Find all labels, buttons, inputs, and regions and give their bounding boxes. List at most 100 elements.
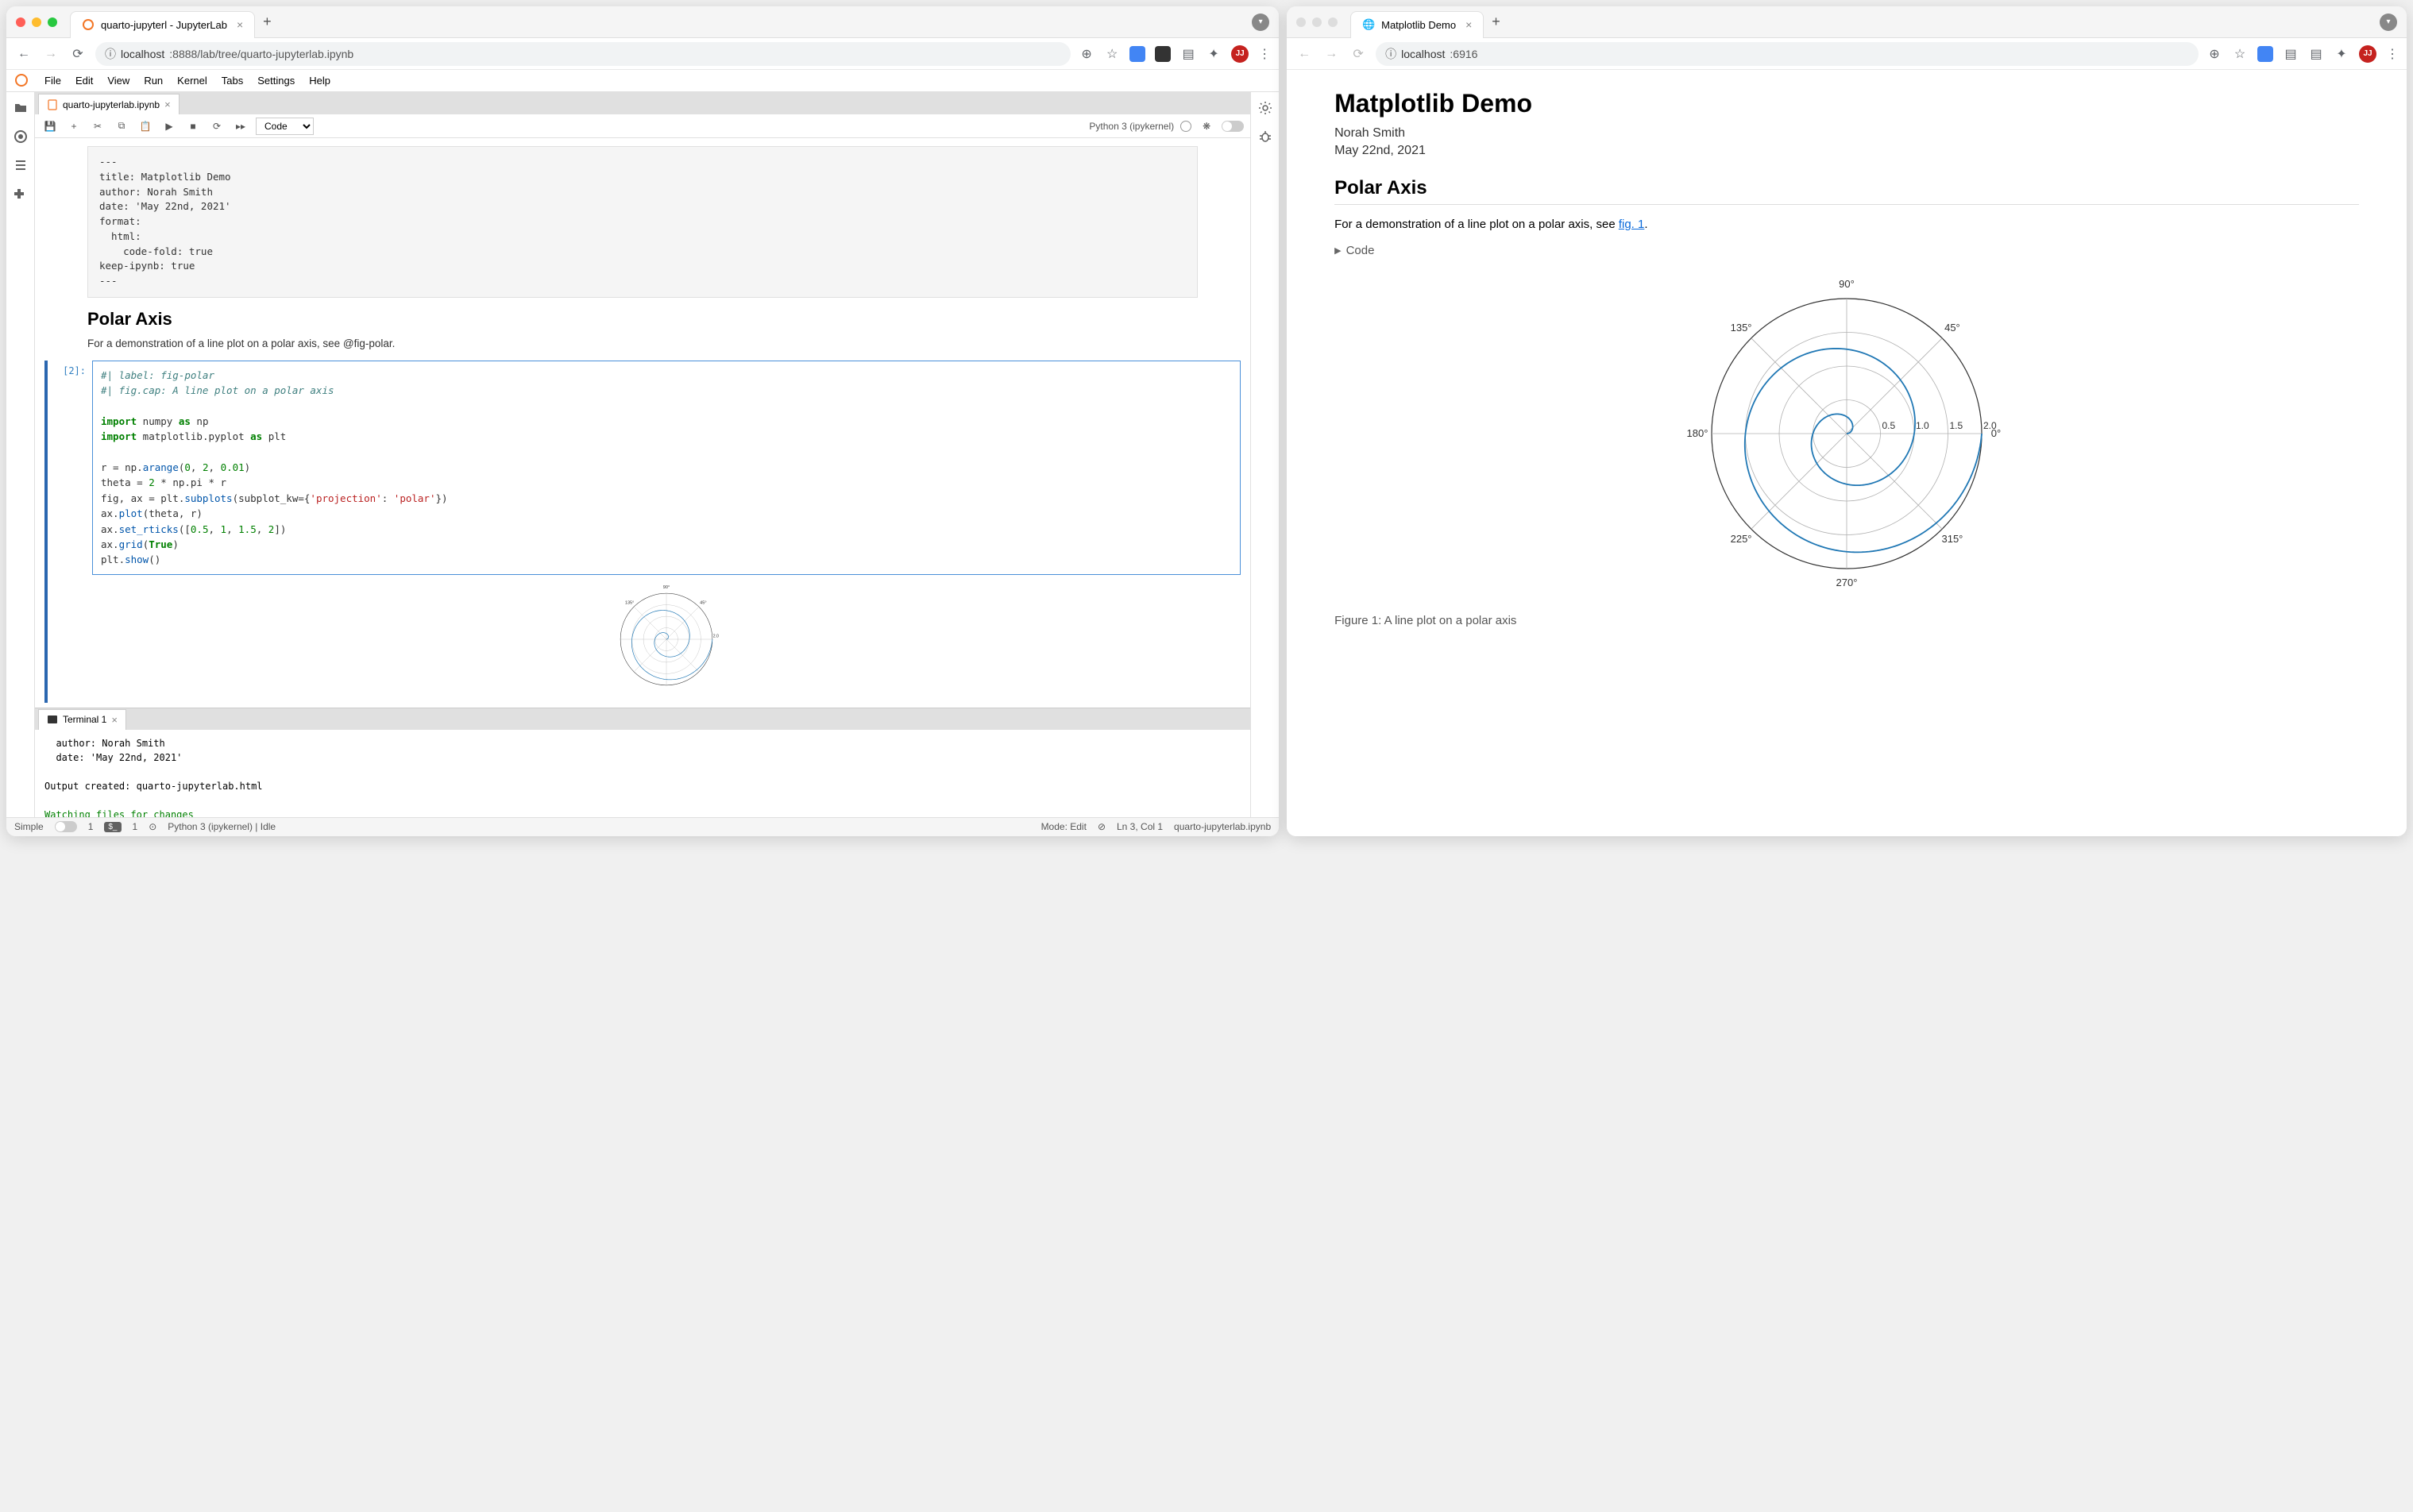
back-button[interactable]: ← bbox=[1295, 44, 1314, 64]
forward-button[interactable]: → bbox=[41, 44, 60, 64]
maximize-window-button[interactable] bbox=[1328, 17, 1338, 27]
debugger-icon[interactable] bbox=[1256, 127, 1275, 146]
extensions-icon[interactable]: ✦ bbox=[2334, 46, 2349, 62]
new-tab-button[interactable]: + bbox=[263, 14, 272, 30]
code-editor[interactable]: #| label: fig-polar#| fig.cap: A line pl… bbox=[92, 361, 1241, 575]
copy-icon[interactable]: ⧉ bbox=[113, 118, 130, 135]
tab-close-icon[interactable]: × bbox=[237, 18, 243, 31]
svg-text:270°: 270° bbox=[1836, 577, 1858, 588]
add-cell-icon[interactable]: + bbox=[65, 118, 83, 135]
browser-tab[interactable]: 🌐 Matplotlib Demo × bbox=[1350, 11, 1484, 38]
code-fold-toggle[interactable]: ▶ Code bbox=[1334, 244, 2359, 257]
running-icon[interactable] bbox=[11, 127, 30, 146]
star-icon[interactable]: ☆ bbox=[1104, 46, 1120, 62]
terminal-output[interactable]: author: Norah Smith date: 'May 22nd, 202… bbox=[35, 730, 1250, 817]
code-cell[interactable]: [2]: #| label: fig-polar#| fig.cap: A li… bbox=[44, 361, 1241, 575]
sb-filename[interactable]: quarto-jupyterlab.ipynb bbox=[1174, 821, 1271, 832]
terminal-tab-close-icon[interactable]: × bbox=[111, 714, 118, 726]
file-browser-icon[interactable] bbox=[11, 98, 30, 118]
restart-icon[interactable]: ⟳ bbox=[208, 118, 226, 135]
menu-tabs[interactable]: Tabs bbox=[222, 75, 243, 87]
forward-button[interactable]: → bbox=[1322, 44, 1341, 64]
tab-close-icon[interactable]: × bbox=[1465, 18, 1472, 31]
url-input[interactable]: ⓘ localhost:8888/lab/tree/quarto-jupyter… bbox=[95, 42, 1071, 66]
extension1-icon[interactable] bbox=[2257, 46, 2273, 62]
profile-avatar[interactable]: JJ bbox=[2359, 45, 2376, 63]
simple-toggle[interactable] bbox=[55, 821, 77, 832]
cell-output: 45°90°135°2.0 bbox=[44, 575, 1241, 703]
close-window-button[interactable] bbox=[1296, 17, 1306, 27]
notebook-tab[interactable]: quarto-jupyterlab.ipynb × bbox=[38, 94, 180, 114]
doc-date: May 22nd, 2021 bbox=[1334, 144, 2359, 158]
cut-icon[interactable]: ✂ bbox=[89, 118, 106, 135]
terminal-count-badge[interactable]: $_ bbox=[104, 822, 121, 832]
account-dot-icon[interactable]: ▾ bbox=[1252, 14, 1269, 31]
reload-button[interactable]: ⟳ bbox=[68, 44, 87, 64]
section-paragraph: For a demonstration of a line plot on a … bbox=[1334, 218, 2359, 231]
sb-mode[interactable]: Mode: Edit bbox=[1041, 821, 1087, 832]
reload-button[interactable]: ⟳ bbox=[1349, 44, 1368, 64]
rendered-document[interactable]: Matplotlib Demo Norah Smith May 22nd, 20… bbox=[1287, 70, 2407, 836]
menu-edit[interactable]: Edit bbox=[75, 75, 93, 87]
menu-settings[interactable]: Settings bbox=[257, 75, 295, 87]
raw-yaml-cell[interactable]: --- title: Matplotlib Demo author: Norah… bbox=[87, 146, 1198, 298]
minimize-window-button[interactable] bbox=[32, 17, 41, 27]
browser-tab[interactable]: quarto-jupyterl - JupyterLab × bbox=[70, 11, 255, 38]
notebook-tab-close-icon[interactable]: × bbox=[164, 98, 171, 110]
url-input[interactable]: ⓘ localhost:6916 bbox=[1376, 42, 2199, 66]
jupyter-favicon-icon bbox=[82, 18, 95, 31]
sb-alert-icon[interactable]: ⊘ bbox=[1098, 821, 1106, 832]
stop-icon[interactable]: ■ bbox=[184, 118, 202, 135]
menu-help[interactable]: Help bbox=[309, 75, 330, 87]
sb-simple[interactable]: Simple bbox=[14, 821, 44, 832]
extension2-icon[interactable]: ▤ bbox=[2283, 46, 2299, 62]
reader-icon[interactable]: ▤ bbox=[2308, 46, 2324, 62]
figure-crossref-link[interactable]: fig. 1 bbox=[1619, 218, 1645, 231]
menu-view[interactable]: View bbox=[107, 75, 129, 87]
search-icon[interactable]: ⊕ bbox=[2206, 46, 2222, 62]
menu-kernel[interactable]: Kernel bbox=[177, 75, 207, 87]
save-icon[interactable]: 💾 bbox=[41, 118, 59, 135]
search-icon[interactable]: ⊕ bbox=[1079, 46, 1095, 62]
reader-icon[interactable]: ▤ bbox=[1180, 46, 1196, 62]
sb-kernel[interactable]: Python 3 (ipykernel) | Idle bbox=[168, 821, 276, 832]
sb-running-count[interactable]: 1 bbox=[88, 821, 94, 832]
paste-icon[interactable]: 📋 bbox=[137, 118, 154, 135]
markdown-cell[interactable]: Polar Axis For a demonstration of a line… bbox=[87, 309, 1198, 349]
maximize-window-button[interactable] bbox=[48, 17, 57, 27]
kernel-settings-icon[interactable]: ❋ bbox=[1198, 118, 1215, 135]
account-dot-icon[interactable]: ▾ bbox=[2380, 14, 2397, 31]
celltype-select[interactable]: Code bbox=[256, 118, 314, 135]
extension1-icon[interactable] bbox=[1129, 46, 1145, 62]
extension-manager-icon[interactable] bbox=[11, 184, 30, 203]
run-icon[interactable]: ▶ bbox=[160, 118, 178, 135]
minimize-window-button[interactable] bbox=[1312, 17, 1322, 27]
extension2-icon[interactable] bbox=[1155, 46, 1171, 62]
property-inspector-icon[interactable] bbox=[1256, 98, 1275, 118]
notebook-content[interactable]: --- title: Matplotlib Demo author: Norah… bbox=[35, 138, 1250, 708]
browser-menu-icon[interactable]: ⋮ bbox=[2386, 46, 2399, 62]
site-info-icon[interactable]: ⓘ bbox=[1385, 46, 1396, 62]
profile-avatar[interactable]: JJ bbox=[1231, 45, 1249, 63]
svg-text:90°: 90° bbox=[663, 585, 670, 590]
jupyter-logo-icon[interactable] bbox=[14, 73, 30, 89]
doc-title: Matplotlib Demo bbox=[1334, 89, 2359, 118]
menu-run[interactable]: Run bbox=[144, 75, 163, 87]
back-button[interactable]: ← bbox=[14, 44, 33, 64]
svg-text:45°: 45° bbox=[1944, 322, 1960, 334]
browser-menu-icon[interactable]: ⋮ bbox=[1258, 46, 1271, 62]
star-icon[interactable]: ☆ bbox=[2232, 46, 2248, 62]
para-text-end: . bbox=[1644, 218, 1647, 231]
svg-text:1.5: 1.5 bbox=[1950, 420, 1963, 431]
toc-icon[interactable] bbox=[11, 156, 30, 175]
kernel-name[interactable]: Python 3 (ipykernel) bbox=[1089, 121, 1174, 132]
debugger-toggle[interactable] bbox=[1222, 121, 1244, 132]
site-info-icon[interactable]: ⓘ bbox=[105, 46, 116, 62]
run-all-icon[interactable]: ▸▸ bbox=[232, 118, 249, 135]
close-window-button[interactable] bbox=[16, 17, 25, 27]
sb-position[interactable]: Ln 3, Col 1 bbox=[1117, 821, 1163, 832]
menu-file[interactable]: File bbox=[44, 75, 61, 87]
terminal-tab[interactable]: Terminal 1 × bbox=[38, 709, 126, 730]
extensions-icon[interactable]: ✦ bbox=[1206, 46, 1222, 62]
new-tab-button[interactable]: + bbox=[1492, 14, 1500, 30]
